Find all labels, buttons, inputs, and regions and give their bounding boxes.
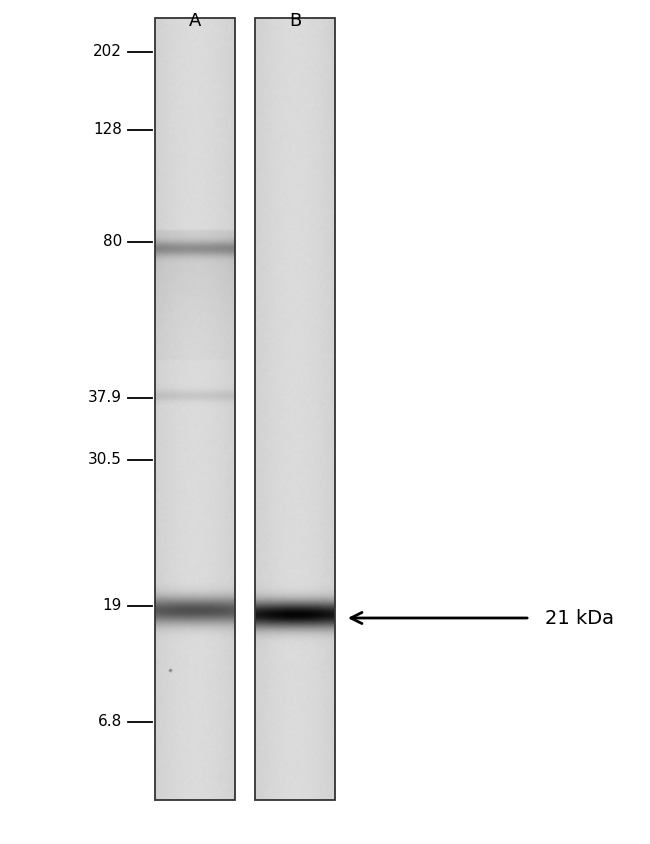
Text: 21 kDa: 21 kDa	[545, 609, 614, 627]
Bar	[255, 18, 335, 800]
Text: 80: 80	[103, 235, 122, 250]
Text: 37.9: 37.9	[88, 391, 122, 405]
Text: 6.8: 6.8	[98, 715, 122, 729]
Text: 30.5: 30.5	[88, 452, 122, 468]
Text: A: A	[188, 12, 202, 30]
Bar	[155, 18, 235, 800]
Text: 128: 128	[93, 122, 122, 138]
Text: 19: 19	[103, 598, 122, 614]
Text: B: B	[289, 12, 301, 30]
Text: 202: 202	[93, 45, 122, 59]
